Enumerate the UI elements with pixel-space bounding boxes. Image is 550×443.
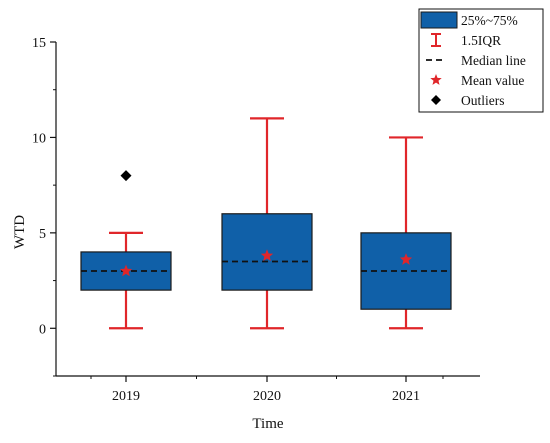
legend-label: Outliers bbox=[461, 93, 505, 108]
x-axis-title: Time bbox=[252, 416, 283, 432]
y-tick-label: 5 bbox=[39, 227, 46, 242]
legend-item-box: 25%~75% bbox=[420, 11, 518, 29]
plot-area bbox=[80, 117, 452, 330]
legend-item-whisker: 1.5IQR bbox=[431, 33, 501, 48]
box-2020 bbox=[221, 117, 313, 330]
mean-marker bbox=[399, 253, 413, 265]
legend-box-swatch bbox=[420, 11, 458, 29]
legend-outlier-swatch bbox=[431, 95, 441, 105]
legend-item-star: Mean value bbox=[430, 73, 524, 88]
legend-label: 1.5IQR bbox=[461, 33, 501, 48]
box-2019 bbox=[80, 170, 172, 330]
x-tick-label: 2021 bbox=[392, 389, 420, 404]
x-tick-label: 2020 bbox=[253, 389, 281, 404]
legend-label: 25%~75% bbox=[461, 13, 518, 28]
legend-mean-swatch bbox=[430, 74, 442, 85]
mean-marker bbox=[119, 264, 133, 277]
y-tick-label: 15 bbox=[32, 36, 46, 51]
axes: Time WTD 0 5 10 15 2019 2020 2021 bbox=[12, 36, 480, 432]
x-tick-label: 2019 bbox=[112, 389, 140, 404]
legend-label: Median line bbox=[461, 53, 526, 68]
y-tick-label: 0 bbox=[39, 322, 46, 337]
legend-label: Mean value bbox=[461, 73, 524, 88]
outlier-marker bbox=[120, 170, 132, 182]
legend: 25%~75% 1.5IQR Median line Mean value Outlie… bbox=[418, 8, 544, 113]
legend-item-diamond: Outliers bbox=[431, 93, 505, 108]
box-2021 bbox=[360, 136, 452, 330]
legend-item-dashed-line: Median line bbox=[426, 53, 526, 68]
y-tick-label: 10 bbox=[32, 131, 46, 146]
y-axis-title: WTD bbox=[12, 215, 28, 249]
mean-marker bbox=[260, 249, 274, 262]
